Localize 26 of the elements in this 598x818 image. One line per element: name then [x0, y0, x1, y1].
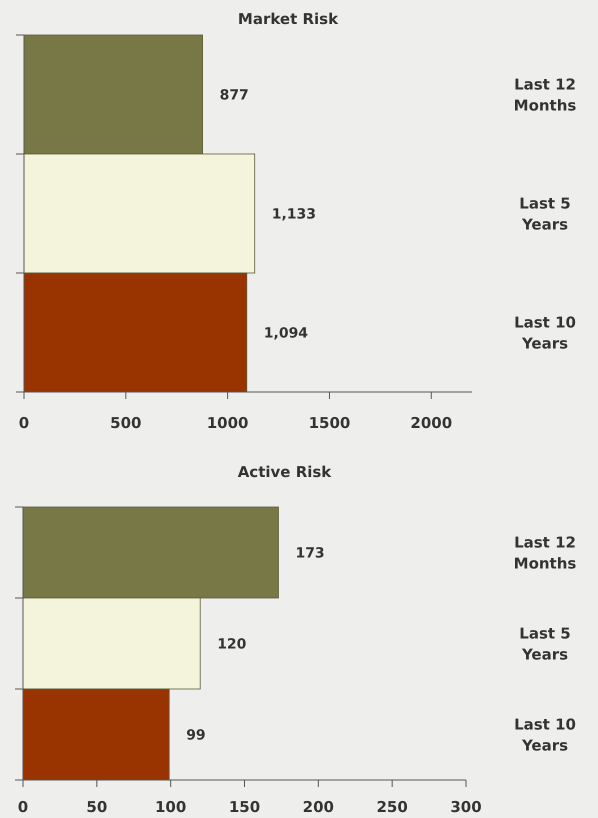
y-tick-label: Last 5 Years [519, 194, 571, 234]
x-tick-label: 150 [228, 798, 260, 816]
chart-title: Active Risk [238, 463, 332, 481]
x-tick-label: 100 [155, 798, 186, 816]
x-tick-label: 500 [110, 414, 142, 432]
x-tick-label: 0 [18, 414, 30, 432]
data-label: 99 [186, 728, 206, 744]
y-tick-label: Last 5 Years [519, 624, 571, 664]
data-label: 1,094 [264, 326, 308, 342]
y-tick-label: Last 12 Months [514, 76, 576, 114]
data-label: 1,133 [272, 206, 316, 222]
data-label: 877 [220, 88, 249, 104]
y-tick-label: Last 10 Years [514, 716, 576, 754]
x-tick-label: 2000 [410, 414, 452, 432]
x-tick-label: 50 [86, 798, 108, 816]
x-tick-label: 200 [302, 798, 334, 816]
data-label: 173 [295, 546, 325, 562]
x-tick-label: 0 [18, 798, 28, 816]
x-tick-label: 250 [376, 798, 408, 816]
y-tick-label: Last 12 Months [514, 534, 576, 572]
x-tick-label: 300 [450, 798, 482, 816]
x-tick-label: 1500 [308, 414, 350, 432]
x-tick-label: 1000 [206, 414, 249, 432]
y-tick-label: Last 10 Years [514, 314, 576, 352]
chart-title: Market Risk [238, 10, 340, 28]
data-label: 120 [217, 636, 247, 652]
